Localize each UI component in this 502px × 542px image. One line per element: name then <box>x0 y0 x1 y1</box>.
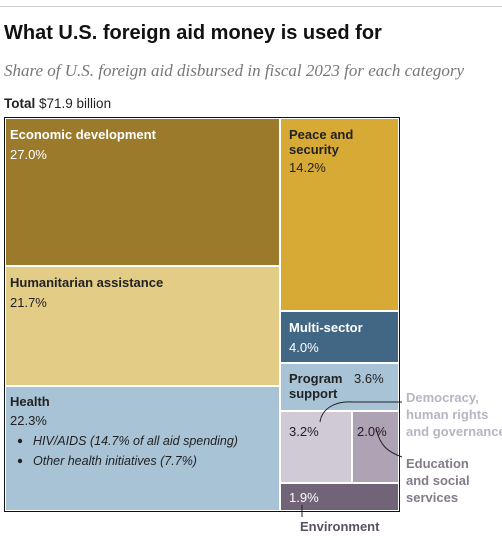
value-democracy: 3.2% <box>289 424 319 439</box>
label-program: support <box>289 386 338 401</box>
label-environment: Environment <box>300 519 380 534</box>
health-sub-item: HIV/AIDS (14.7% of all aid spending) <box>33 434 238 448</box>
value-humanitarian: 21.7% <box>10 295 47 310</box>
value-health: 22.3% <box>10 413 47 428</box>
health-sub-item: Other health initiatives (7.7%) <box>33 454 197 468</box>
value-environment: 1.9% <box>289 490 319 505</box>
leader-education <box>375 427 403 458</box>
label-education: services <box>406 490 458 505</box>
label-program: Program <box>289 371 342 386</box>
value-peace: 14.2% <box>289 160 326 175</box>
label-economic: Economic development <box>10 127 157 142</box>
label-peace: Peace and <box>289 127 353 142</box>
label-health: Health <box>10 394 50 409</box>
top-rule <box>0 6 502 7</box>
cell-health <box>6 387 279 510</box>
cell-democracy <box>281 412 351 482</box>
cell-economic <box>6 119 279 265</box>
value-multisector: 4.0% <box>289 340 319 355</box>
cell-peace <box>281 119 398 310</box>
label-peace: security <box>289 142 340 157</box>
label-democracy: Democracy, <box>406 390 479 405</box>
label-humanitarian: Humanitarian assistance <box>10 275 163 290</box>
total-label: Total <box>4 96 36 111</box>
label-education: and social <box>406 473 470 488</box>
label-democracy: and governance <box>406 424 502 439</box>
cell-education <box>353 412 398 482</box>
label-multisector: Multi-sector <box>289 320 363 335</box>
leader-democracy <box>319 401 402 423</box>
total-value: $71.9 billion <box>39 96 112 111</box>
value-education: 2.0% <box>357 424 387 439</box>
chart-subtitle: Share of U.S. foreign aid disbursed in f… <box>4 61 465 80</box>
label-democracy: human rights <box>406 407 488 422</box>
cell-humanitarian <box>6 267 279 385</box>
value-program: 3.6% <box>354 371 384 386</box>
total-line: Total $71.9 billion <box>4 96 111 111</box>
treemap-frame <box>4 117 400 512</box>
health-bullet <box>17 458 23 464</box>
health-bullet <box>17 438 23 444</box>
value-economic: 27.0% <box>10 147 47 162</box>
label-education: Education <box>406 456 469 471</box>
cell-multisector <box>281 312 398 362</box>
chart-title: What U.S. foreign aid money is used for <box>4 22 382 44</box>
cell-environment <box>281 484 398 510</box>
